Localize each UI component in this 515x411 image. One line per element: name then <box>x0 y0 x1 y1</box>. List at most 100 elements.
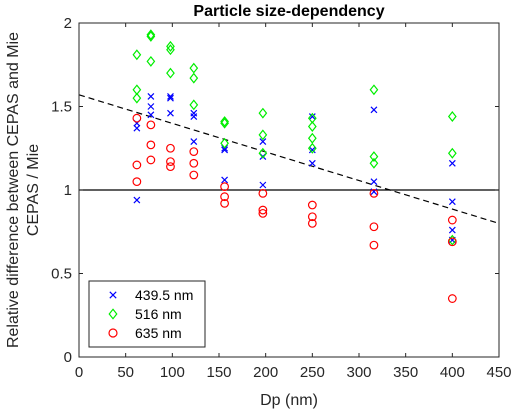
y-axis: 0 0.5 1 1.5 2 <box>51 15 499 366</box>
data-point-circle <box>166 143 175 153</box>
data-point-x <box>190 113 198 120</box>
x-axis: 0 50 100 150 200 250 300 350 400 450 <box>75 23 512 381</box>
data-point-circle <box>258 205 268 215</box>
x-tick-label: 100 <box>160 364 185 381</box>
y-axis-label-line-1: Relative difference between CEPAS and Mi… <box>5 32 22 348</box>
legend-marker <box>108 328 118 338</box>
data-point-diamond <box>166 40 175 52</box>
data-point-x <box>308 113 316 120</box>
data-point-circle <box>189 158 199 168</box>
data-point-diamond <box>258 107 268 119</box>
data-point-diamond <box>166 67 175 79</box>
data-point-diamond <box>307 132 317 144</box>
data-point-x <box>133 196 141 204</box>
x-tick-label: 250 <box>300 364 325 381</box>
data-point-diamond <box>369 84 379 96</box>
data-point-circle <box>258 188 268 198</box>
data-point-circle <box>146 120 156 130</box>
x-tick-label: 50 <box>117 364 134 381</box>
data-point-x <box>167 109 174 117</box>
data-point-circle <box>369 222 379 232</box>
legend-marker <box>108 308 118 320</box>
y-tick-label: 1 <box>64 182 72 199</box>
data-point-diamond <box>146 55 156 67</box>
data-point-diamond <box>220 116 229 127</box>
x-tick-label: 350 <box>393 364 418 381</box>
data-point-circle <box>369 188 379 198</box>
data-point-x <box>167 94 174 102</box>
data-point-diamond <box>132 92 142 104</box>
x-axis-label: Dp (nm) <box>260 392 318 409</box>
data-point-circle <box>166 157 175 167</box>
x-tick-label: 0 <box>75 364 83 381</box>
data-point-circle <box>220 192 230 202</box>
chart-title: Particle size-dependency <box>193 3 384 20</box>
data-point-diamond <box>307 121 317 133</box>
data-point-x <box>370 178 378 186</box>
data-point-x <box>147 103 155 110</box>
data-point-x <box>259 138 267 145</box>
data-point-x <box>221 176 229 184</box>
x-tick-label: 150 <box>206 364 231 381</box>
legend: 439.5 nm 516 nm 635 nm <box>88 280 206 348</box>
data-point-diamond <box>166 44 175 56</box>
data-point-circle <box>146 140 156 150</box>
y-tick-label: 0.5 <box>51 266 72 283</box>
data-point-x <box>448 226 456 234</box>
data-point-circle <box>307 218 317 228</box>
data-point-circle <box>447 294 457 303</box>
data-point-x <box>147 93 155 100</box>
data-point-diamond <box>146 29 156 41</box>
data-point-x <box>147 111 155 119</box>
data-point-diamond <box>220 137 229 149</box>
data-point-circle <box>132 160 142 170</box>
data-point-diamond <box>258 147 268 159</box>
data-point-diamond <box>189 72 199 84</box>
x-tick-label: 400 <box>440 364 465 381</box>
data-point-x <box>221 146 229 154</box>
data-point-diamond <box>146 30 156 42</box>
data-point-diamond <box>447 111 457 122</box>
data-markers <box>132 29 457 303</box>
data-point-x <box>133 124 141 132</box>
data-point-x <box>259 181 267 189</box>
legend-marker <box>109 291 117 299</box>
legend-entry-label: 439.5 nm <box>135 287 193 303</box>
data-point-x <box>308 159 316 167</box>
data-point-diamond <box>369 151 379 163</box>
data-point-x <box>167 93 174 100</box>
data-point-circle <box>132 177 142 187</box>
data-point-circle <box>189 170 199 180</box>
data-point-circle <box>447 237 457 247</box>
data-point-diamond <box>307 142 317 154</box>
y-tick-label: 2 <box>64 15 72 32</box>
data-point-circle <box>447 215 457 225</box>
data-point-circle <box>220 198 230 208</box>
data-point-x <box>190 138 198 145</box>
data-point-circle <box>220 182 230 192</box>
data-point-diamond <box>132 49 142 61</box>
x-tick-label: 200 <box>253 364 278 381</box>
data-point-diamond <box>258 129 268 141</box>
data-point-circle <box>146 155 156 165</box>
data-point-circle <box>307 212 317 222</box>
data-point-circle <box>166 162 175 172</box>
y-axis-label-line-2: CEPAS / Mie <box>25 144 42 236</box>
data-point-x <box>448 159 456 167</box>
data-point-diamond <box>189 99 199 111</box>
data-point-x <box>308 146 316 154</box>
data-point-diamond <box>189 62 199 74</box>
data-point-diamond <box>369 157 379 169</box>
data-point-diamond <box>220 117 229 129</box>
legend-entry-label: 635 nm <box>135 325 182 341</box>
y-tick-label: 1.5 <box>51 99 72 116</box>
data-point-circle <box>132 113 142 123</box>
data-point-circle <box>258 208 268 218</box>
legend-box <box>88 280 206 348</box>
y-tick-label: 0 <box>64 349 72 366</box>
legend-entry-label: 516 nm <box>135 306 182 322</box>
data-point-circle <box>189 147 199 156</box>
x-tick-label: 300 <box>346 364 371 381</box>
data-point-circle <box>307 200 317 210</box>
